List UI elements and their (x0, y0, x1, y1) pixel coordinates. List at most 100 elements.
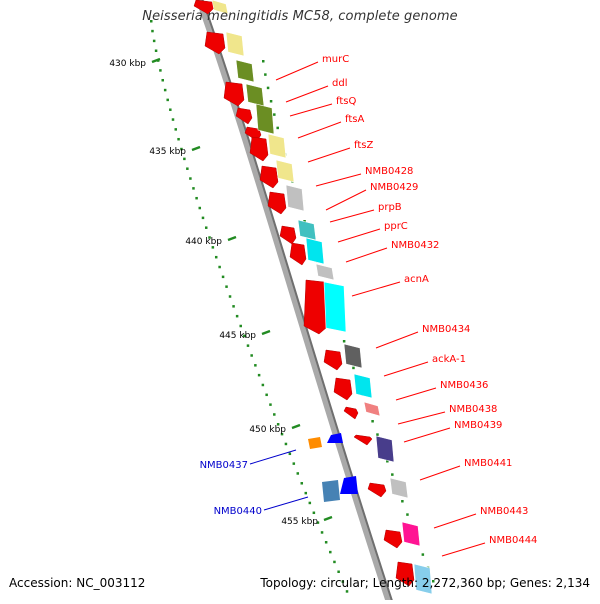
inner-dot (432, 580, 435, 583)
ruler-tick-label: 430 kbp (109, 59, 146, 69)
ruler-tick (291, 423, 301, 430)
ruler-dot (198, 206, 202, 210)
cds-arrow (259, 165, 279, 189)
gene-label[interactable]: NMB0434 (422, 324, 470, 335)
inner-dot (391, 473, 394, 476)
ruler-tick (261, 329, 271, 336)
ruler-ticks: 430 kbp 435 kbp 440 kbp 445 kbp 450 kbp 455 k… (109, 57, 333, 527)
gene-leader-line (351, 281, 401, 297)
ruler-dot (154, 49, 158, 52)
reverse-feature (308, 437, 322, 449)
cds-arrow (223, 81, 245, 107)
ruler-dot (201, 216, 205, 220)
category-block (245, 83, 265, 107)
category-block (267, 133, 287, 159)
gene-labels-forward: murC ddl ftsQ ftsA ftsZ NMB0428 NMB0429 prpB ppr… (275, 54, 537, 557)
gene-leader-line (275, 61, 319, 81)
gene-leader-line (403, 427, 451, 443)
inner-dot (269, 100, 273, 103)
gene-label[interactable]: NMB0443 (480, 506, 528, 517)
reverse-track (308, 433, 358, 502)
gene-leader-line (325, 189, 367, 211)
ruler-dot (333, 560, 336, 564)
ruler-dot (337, 570, 340, 574)
gene-leader-line (315, 173, 362, 187)
forward-cds-track (193, 0, 415, 587)
inner-dot (401, 500, 404, 503)
ruler-dot (273, 413, 276, 416)
ruler-dot (169, 108, 172, 111)
cds-arrow (395, 561, 415, 587)
ruler-dot (284, 442, 288, 446)
ruler-dot (177, 137, 180, 141)
ruler-tick-label: 455 kbp (281, 517, 318, 527)
ruler-dot (159, 69, 162, 72)
category-block (255, 103, 275, 135)
inner-dot (406, 513, 409, 516)
category-block (375, 435, 395, 463)
gene-leader-line (395, 387, 437, 401)
gene-label[interactable]: NMB0444 (489, 535, 537, 546)
category-block (363, 401, 381, 417)
category-block (305, 237, 325, 265)
gene-label[interactable]: murC (322, 54, 349, 65)
inner-dot (262, 60, 265, 63)
cds-arrow (267, 191, 287, 215)
gene-label[interactable]: pprC (384, 221, 408, 232)
gene-leader-line (419, 465, 461, 481)
category-block (235, 59, 255, 83)
gene-label[interactable]: NMB0438 (449, 404, 497, 415)
ruler-dot (166, 98, 169, 102)
gene-label[interactable]: ftsQ (336, 96, 356, 107)
forward-category-track (211, 0, 433, 595)
inner-dotted-line (262, 60, 435, 583)
gene-label[interactable]: NMB0441 (464, 458, 512, 469)
ruler-dot (152, 39, 156, 43)
ruler-dot (254, 364, 257, 367)
inner-dot (264, 73, 267, 76)
cds-arrow (279, 225, 297, 245)
ruler-dot (329, 550, 332, 554)
gene-leader-line (345, 247, 388, 263)
gene-label[interactable]: NMB0439 (454, 420, 502, 431)
cds-arrow (343, 406, 359, 420)
ruler-dot (265, 393, 268, 397)
ruler-dot (171, 118, 175, 121)
gene-label[interactable]: NMB0429 (370, 182, 418, 193)
ruler-dot (186, 167, 189, 170)
gene-label[interactable]: NMB0428 (365, 166, 413, 177)
gene-label[interactable]: prpB (378, 202, 402, 213)
ruler-dot (235, 314, 239, 318)
gene-leader-line (297, 121, 342, 139)
cds-arrow (249, 136, 269, 162)
ruler-dot (312, 511, 316, 515)
gene-labels-reverse: NMB0437 NMB0440 (200, 449, 309, 517)
gene-leader-line (433, 513, 477, 529)
gene-label[interactable]: NMB0436 (440, 380, 488, 391)
ruler-tick (323, 515, 333, 522)
cds-arrow (289, 242, 307, 266)
ruler-dot (218, 265, 221, 269)
gene-label[interactable]: ftsA (345, 114, 364, 125)
ruler-tick (191, 145, 201, 152)
ruler-dot (221, 275, 225, 279)
gene-label[interactable]: ddl (332, 78, 347, 89)
ruler-dot (257, 373, 261, 377)
genome-backbone (195, 0, 394, 604)
inner-dot (273, 113, 276, 116)
cds-arrow (353, 434, 373, 446)
ruler-dot (150, 20, 153, 23)
gene-leader-line (329, 209, 375, 223)
gene-label[interactable]: ackA-1 (432, 354, 466, 365)
accession-text: Accession: NC_003112 (9, 576, 146, 590)
gene-label[interactable]: ftsZ (354, 140, 373, 151)
gene-label[interactable]: NMB0440 (214, 506, 262, 517)
ruler-dot (174, 128, 178, 131)
gene-label[interactable]: NMB0432 (391, 240, 439, 251)
gene-label[interactable]: acnA (404, 274, 429, 285)
ruler-dot (276, 423, 280, 426)
ruler-tick (151, 57, 161, 64)
gene-label[interactable]: NMB0437 (200, 460, 248, 471)
gene-leader-line (397, 411, 446, 425)
